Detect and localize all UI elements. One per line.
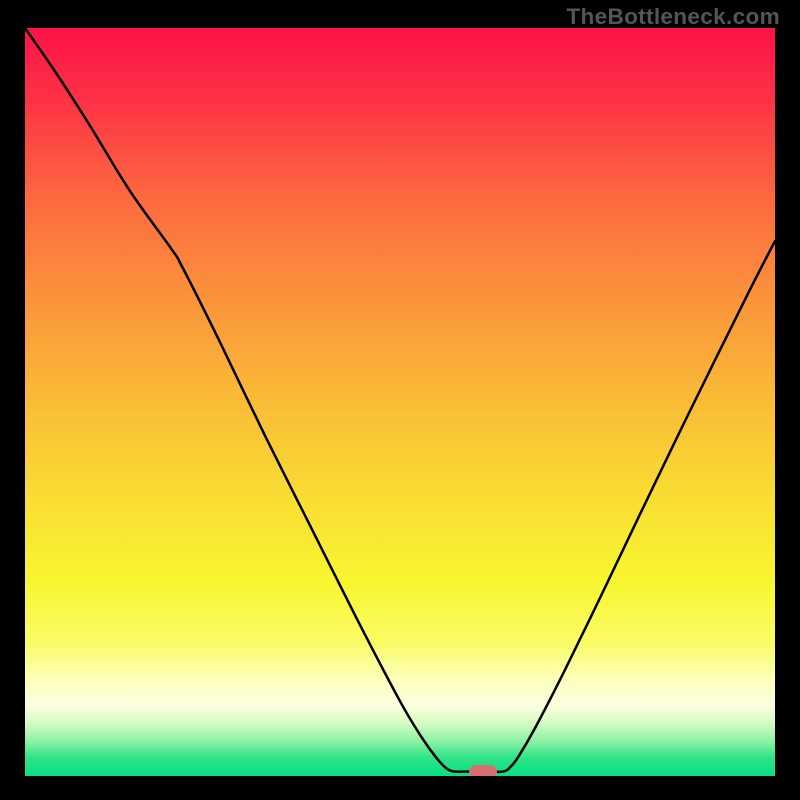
watermark-text: TheBottleneck.com: [566, 4, 780, 30]
bottleneck-curve: [25, 28, 775, 776]
curve-path: [25, 28, 775, 772]
chart-frame: TheBottleneck.com: [0, 0, 800, 800]
plot-area: [25, 28, 775, 776]
optimum-marker: [469, 765, 497, 777]
